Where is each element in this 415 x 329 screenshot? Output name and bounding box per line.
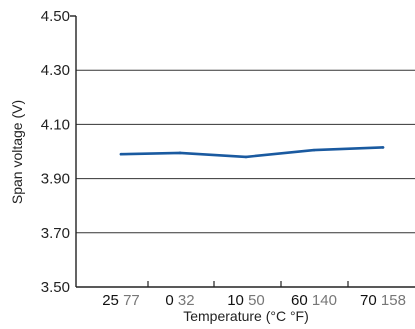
y-tick-label: 3.50 xyxy=(41,279,70,296)
x-tick-celsius: 60 xyxy=(291,292,312,309)
data-point xyxy=(178,151,182,155)
x-tick-fahrenheit: 140 xyxy=(312,292,337,309)
y-tick-label: 4.30 xyxy=(41,62,70,79)
x-tick-label: 0 32 xyxy=(165,292,194,309)
data-point xyxy=(119,152,123,156)
data-point xyxy=(312,148,316,152)
data-point xyxy=(244,155,248,159)
x-tick-fahrenheit: 77 xyxy=(123,292,140,309)
x-tick-fahrenheit: 158 xyxy=(381,292,406,309)
x-tick-fahrenheit: 50 xyxy=(248,292,265,309)
x-tick-celsius: 70 xyxy=(360,292,381,309)
x-tick-celsius: 10 xyxy=(227,292,248,309)
y-tick-label: 4.50 xyxy=(41,8,70,25)
series-group xyxy=(119,146,385,159)
x-tick-fahrenheit: 32 xyxy=(178,292,195,309)
x-axis-label: Temperature (°C °F) xyxy=(183,308,309,324)
series-line xyxy=(119,146,385,159)
x-tick-label: 25 77 xyxy=(102,292,140,309)
x-tick-celsius: 0 xyxy=(165,292,178,309)
x-tick-labels: 25 77 0 32 10 50 60 140 70 158 xyxy=(102,281,406,309)
x-tick-celsius: 25 xyxy=(102,292,123,309)
data-point xyxy=(381,146,385,149)
x-tick-label: 10 50 xyxy=(227,292,265,309)
y-tick-label: 3.70 xyxy=(41,225,70,242)
x-tick-label: 60 140 xyxy=(291,292,337,309)
y-tick-label: 3.90 xyxy=(41,171,70,188)
y-axis-label: Span voltage (V) xyxy=(9,100,25,204)
y-tick-label: 4.10 xyxy=(41,116,70,133)
gridlines xyxy=(70,15,415,234)
y-tick-labels: 4.50 4.30 4.10 3.90 3.70 3.50 xyxy=(41,8,70,296)
x-tick-label: 70 158 xyxy=(360,292,406,309)
